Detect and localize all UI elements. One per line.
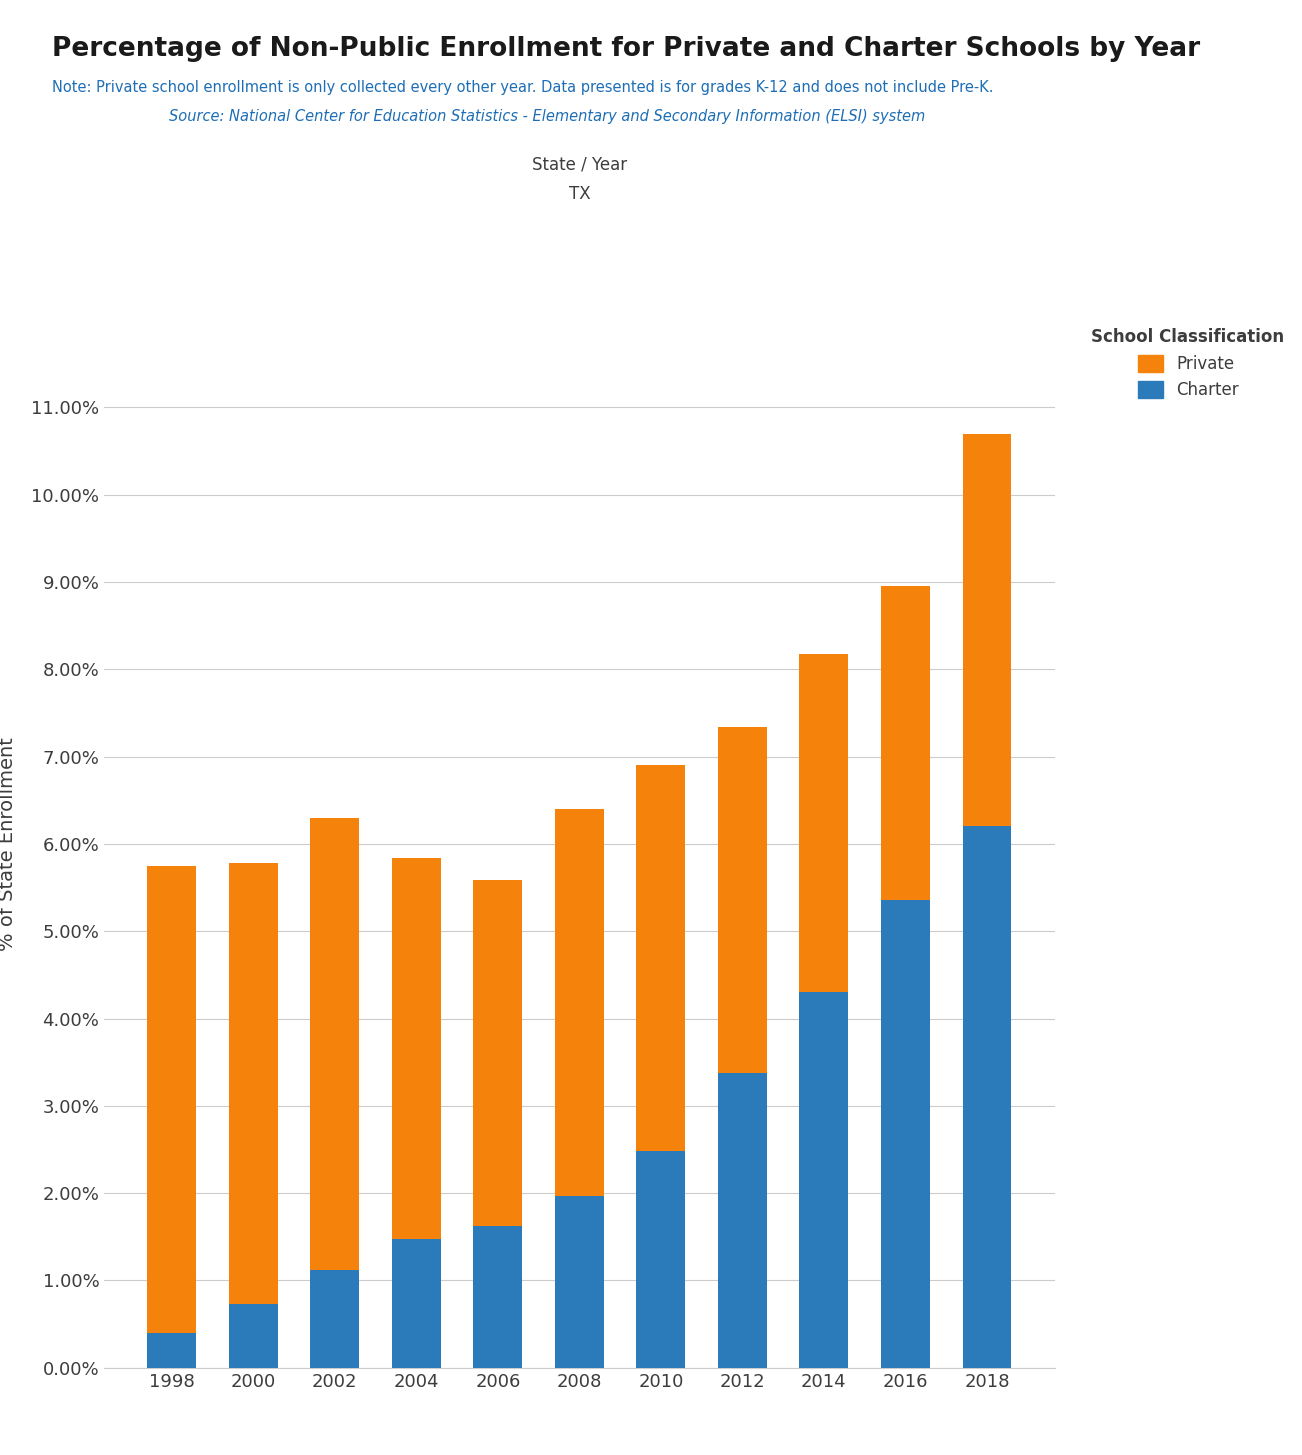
Bar: [637, 765, 685, 1151]
Text: Source: National Center for Education Statistics - Elementary and Secondary Info: Source: National Center for Education St…: [169, 109, 926, 124]
Bar: [229, 863, 277, 1304]
Bar: [310, 818, 359, 1270]
Bar: [555, 1196, 604, 1368]
Bar: [881, 899, 930, 1368]
Bar: [147, 866, 197, 1333]
Bar: [717, 728, 767, 1074]
Bar: [474, 1227, 522, 1368]
Bar: [392, 1240, 441, 1368]
Bar: [799, 992, 849, 1368]
Bar: [229, 1304, 277, 1368]
Text: Note: Private school enrollment is only collected every other year. Data present: Note: Private school enrollment is only …: [52, 80, 993, 95]
Text: State / Year: State / Year: [531, 156, 628, 173]
Bar: [555, 809, 604, 1196]
Bar: [962, 434, 1012, 826]
Bar: [310, 1270, 359, 1368]
Bar: [637, 1151, 685, 1368]
Text: Percentage of Non-Public Enrollment for Private and Charter Schools by Year: Percentage of Non-Public Enrollment for …: [52, 36, 1200, 63]
Bar: [392, 858, 441, 1240]
Legend: Private, Charter: Private, Charter: [1091, 329, 1285, 400]
Bar: [799, 655, 849, 992]
Bar: [881, 586, 930, 899]
Y-axis label: % of State Enrollment: % of State Enrollment: [0, 738, 17, 950]
Bar: [717, 1074, 767, 1368]
Bar: [147, 1333, 197, 1368]
Bar: [474, 880, 522, 1227]
Text: TX: TX: [569, 185, 590, 202]
Bar: [962, 826, 1012, 1368]
